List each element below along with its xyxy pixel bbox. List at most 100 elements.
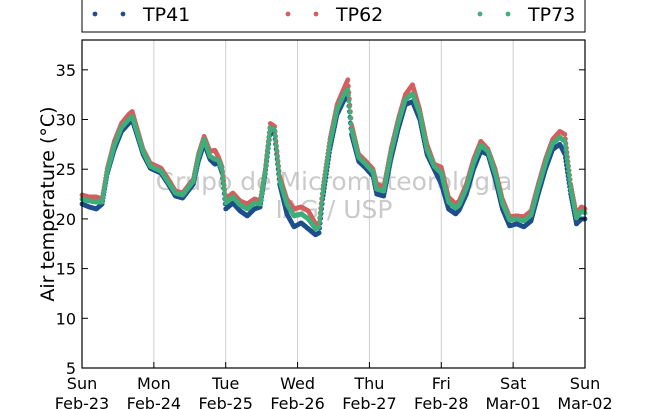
x-tick-label-day: Mon [137,374,171,393]
data-point [263,160,269,165]
legend-label: TP41 [142,4,190,26]
x-tick-label-date: Feb-25 [198,394,252,409]
data-point [326,148,332,153]
data-point [273,137,278,143]
data-point [220,172,226,178]
legend-marker [477,11,483,17]
x-tick-label-day: Thu [353,374,384,393]
data-point [265,146,271,152]
data-point [346,98,352,104]
x-tick-label-day: Sun [570,374,600,393]
y-tick-label: 10 [56,309,76,328]
legend-label: TP62 [335,4,383,26]
data-point [566,168,571,174]
legend-entry-tp41: TP41 [92,4,190,26]
data-point [276,172,282,178]
x-axis: SunFeb-23MonFeb-24TueFeb-25WedFeb-26ThuF… [55,362,613,409]
legend-label: TP73 [527,4,575,26]
data-point [347,110,353,115]
legend-marker [285,11,291,17]
data-point [264,155,270,161]
data-point [321,180,327,185]
data-point [322,172,328,178]
data-point [318,209,324,215]
data-point [264,151,270,157]
data-point [320,187,326,192]
legend-marker [505,11,511,17]
data-point [319,200,325,206]
x-tick-label-day: Wed [280,374,315,393]
x-tick-label-date: Mar-02 [557,394,612,409]
data-point [275,157,280,163]
data-point [272,128,277,133]
legend-entry-tp73: TP73 [477,4,575,26]
data-point [325,155,331,160]
x-tick-label-day: Fri [432,374,451,393]
x-tick-label-date: Feb-26 [270,394,324,409]
data-point [275,162,281,168]
data-point [317,214,323,220]
data-point [266,138,272,143]
data-point [322,176,328,182]
x-tick-label-day: Tue [211,374,239,393]
y-tick-label: 30 [56,111,76,130]
x-tick-label-date: Mar-01 [485,394,540,409]
legend-marker [120,11,126,17]
x-tick-label-day: Sun [67,374,97,393]
data-point [316,230,322,236]
data-point [323,169,329,175]
data-point [274,147,279,153]
y-tick-label: 25 [56,160,76,179]
legend-marker [313,11,319,17]
data-point [345,87,351,93]
data-point [567,181,573,187]
x-tick-label-date: Feb-23 [55,394,109,409]
gridlines [153,40,514,368]
data-point [266,133,272,139]
data-point [220,177,226,182]
data-point [276,167,281,173]
data-point [563,143,568,149]
data-point [566,172,572,178]
data-point [347,104,352,110]
data-point [274,152,280,158]
y-axis-label: Air temperature (°C) [37,106,59,301]
data-point [319,195,325,201]
data-point [317,219,323,225]
x-tick-label-day: Sat [500,374,526,393]
data-point [567,177,572,183]
data-point [345,83,351,89]
data-point [219,167,225,173]
legend-frame [81,0,586,33]
data-point [273,142,279,148]
data-point [326,144,332,150]
data-point [562,132,568,137]
data-point [316,224,322,230]
data-point [565,160,570,166]
series-tp73 [79,87,588,232]
data-point [263,164,269,170]
data-point [272,133,278,138]
data-point [221,186,227,192]
watermark-line-1: Grupo de Micrometeorologia [156,167,513,196]
data-point [348,115,353,121]
legend: TP41 TP62 TP73 [81,0,586,33]
data-point [345,92,351,98]
data-point [324,162,330,168]
data-point [565,164,571,170]
x-tick-label-date: Feb-28 [414,394,468,409]
y-tick-label: 5 [66,359,76,378]
legend-marker [92,11,98,17]
legend-items: TP41 TP62 TP73 [92,4,575,26]
legend-entry-tp62: TP62 [285,4,383,26]
data-point [265,142,271,148]
data-point [564,155,570,161]
y-tick-label: 35 [56,61,76,80]
y-tick-label: 15 [56,260,76,279]
data-point [324,158,330,164]
data-point [564,151,569,157]
data-point [563,147,569,153]
x-tick-label-date: Feb-27 [342,394,396,409]
data-point [262,168,268,174]
